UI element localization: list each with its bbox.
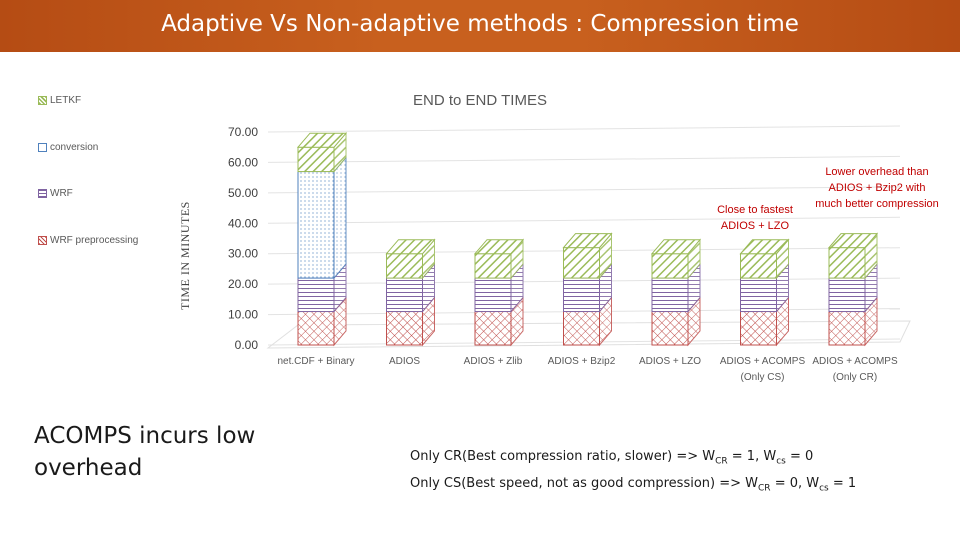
legend-item-conversion: conversion bbox=[38, 142, 98, 153]
legend-label-conversion: conversion bbox=[50, 142, 99, 153]
callout-lower-overhead: Lower overhead than ADIOS + Bzip2 with m… bbox=[815, 166, 939, 210]
bar-segment-wrf-preprocessing bbox=[297, 311, 335, 346]
y-tick-label: 10.00 bbox=[228, 308, 258, 322]
bar-segment-wrf-preprocessing bbox=[386, 311, 423, 346]
y-tick-label: 0.00 bbox=[235, 338, 259, 352]
x-category-label: ADIOS + Zlib bbox=[464, 356, 523, 367]
bar-segment-wrf bbox=[740, 277, 777, 313]
y-tick-label: 70.00 bbox=[228, 125, 258, 139]
bar-segment-wrf bbox=[651, 277, 689, 313]
legend-swatch-wrf bbox=[38, 188, 47, 198]
x-category-label: (Only CS) bbox=[741, 372, 785, 383]
y-tick-label: 50.00 bbox=[228, 186, 258, 200]
bar-segment-letkf bbox=[651, 253, 689, 279]
bar-segment-letkf bbox=[828, 247, 866, 279]
bar-segment-letkf bbox=[386, 253, 423, 279]
gridline bbox=[267, 216, 901, 224]
legend-label-letkf: LETKF bbox=[50, 95, 82, 106]
bar-side-conversion bbox=[333, 156, 347, 280]
bar-segment-wrf-preprocessing bbox=[651, 311, 689, 346]
y-tick-label: 30.00 bbox=[228, 247, 258, 261]
bar-segment-letkf bbox=[474, 253, 512, 279]
y-tick-label: 40.00 bbox=[228, 216, 258, 230]
bar-segment-letkf bbox=[297, 146, 335, 173]
bar-segment-wrf-preprocessing bbox=[828, 311, 866, 346]
bar-segment-wrf bbox=[474, 277, 512, 313]
bar-top bbox=[385, 239, 436, 255]
x-category-label: ADIOS + LZO bbox=[639, 356, 701, 367]
bar-top bbox=[739, 239, 790, 255]
callout-close-to-fastest: Close to fastest ADIOS + LZO bbox=[717, 204, 793, 232]
acomps-overhead-note: ACOMPS incurs low overhead bbox=[34, 423, 256, 481]
y-tick-label: 60.00 bbox=[228, 155, 258, 169]
bar-segment-letkf bbox=[740, 253, 777, 279]
legend-label-wrf-preprocessing: WRF preprocessing bbox=[50, 235, 139, 246]
bar-segment-wrf-preprocessing bbox=[474, 311, 512, 346]
x-category-label: ADIOS + ACOMPS bbox=[812, 356, 898, 367]
legend-swatch-conversion bbox=[38, 142, 47, 152]
legend-swatch-wrf-preprocessing bbox=[38, 235, 47, 245]
bar-stack-adios-zlib bbox=[473, 238, 525, 347]
legend-item-wrf-preprocessing: WRF preprocessing bbox=[38, 235, 138, 246]
gridline bbox=[267, 186, 901, 194]
bar-stack-adios bbox=[385, 238, 436, 347]
bar-segment-wrf-preprocessing bbox=[740, 311, 777, 346]
bar-top bbox=[296, 132, 348, 148]
bar-top bbox=[827, 233, 879, 249]
bar-top bbox=[650, 239, 702, 255]
bar-top bbox=[562, 233, 613, 249]
x-category-label: ADIOS + ACOMPS bbox=[720, 356, 806, 367]
bar-stack-net-cdf-binary bbox=[296, 131, 348, 347]
legend-label-wrf: WRF bbox=[50, 188, 73, 199]
legend-swatch-letkf bbox=[38, 95, 47, 105]
bar-segment-conversion bbox=[297, 171, 335, 279]
bar-stack-adios-lzo bbox=[650, 238, 702, 347]
bar-stack-adios-bzip2 bbox=[562, 232, 613, 347]
bar-segment-letkf bbox=[563, 247, 600, 279]
slide-title: Adaptive Vs Non-adaptive methods : Compr… bbox=[161, 11, 799, 37]
bar-segment-wrf bbox=[828, 277, 866, 313]
x-category-label: (Only CR) bbox=[833, 372, 877, 383]
gridline bbox=[267, 155, 901, 163]
y-tick-label: 20.00 bbox=[228, 277, 258, 291]
bar-stack-adios-acomps-only-cs bbox=[739, 238, 790, 347]
bar-segment-wrf bbox=[563, 277, 600, 313]
weights-note-line-1: Only CR(Best compression ratio, slower) … bbox=[410, 449, 814, 467]
bar-segment-wrf-preprocessing bbox=[563, 311, 600, 346]
legend-item-letkf: LETKF bbox=[38, 95, 81, 106]
chart-title: END to END TIMES bbox=[413, 92, 547, 109]
weights-note: Only CR(Best compression ratio, slower) … bbox=[410, 446, 856, 499]
weights-note-line-2: Only CS(Best speed, not as good compress… bbox=[410, 475, 857, 494]
bar-segment-wrf bbox=[386, 277, 423, 313]
gridline bbox=[267, 125, 901, 133]
x-category-label: ADIOS bbox=[389, 356, 420, 367]
bar-top bbox=[473, 239, 525, 255]
bar-stack-adios-acomps-only-cr bbox=[827, 232, 879, 347]
title-bar: Adaptive Vs Non-adaptive methods : Compr… bbox=[0, 0, 960, 52]
legend-item-wrf: WRF bbox=[38, 188, 73, 199]
x-category-label: ADIOS + Bzip2 bbox=[548, 356, 616, 367]
x-category-label: net.CDF + Binary bbox=[278, 356, 355, 367]
bar-segment-wrf bbox=[297, 277, 335, 313]
